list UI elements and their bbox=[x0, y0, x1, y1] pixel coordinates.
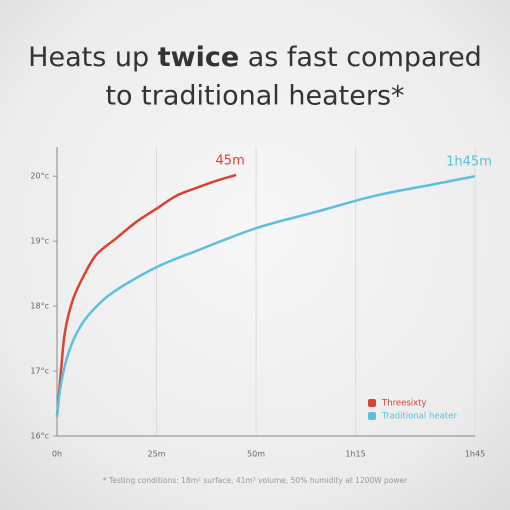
x-tick-label: 1h45 bbox=[465, 450, 485, 459]
series-line bbox=[55, 174, 476, 417]
y-tick-label: 18°c bbox=[30, 302, 49, 311]
y-tick-label: 20°c bbox=[30, 172, 49, 181]
footnote: * Testing conditions: 18m² surface, 41m³… bbox=[103, 476, 408, 485]
legend-swatch bbox=[368, 412, 376, 420]
legend-label: Traditional heater bbox=[381, 412, 457, 422]
x-tick-label: 25m bbox=[148, 450, 166, 459]
x-tick-label: 0h bbox=[52, 450, 62, 459]
title-bold: twice bbox=[158, 42, 239, 73]
chart-title: Heats up twice as fast compared bbox=[28, 42, 482, 73]
title-part: as fast compared bbox=[248, 42, 482, 73]
chart-title-line2: to traditional heaters* bbox=[105, 81, 404, 112]
y-tick-label: 19°c bbox=[30, 237, 49, 246]
legend-label: Threesixty bbox=[381, 399, 427, 409]
y-tick-label: 17°c bbox=[30, 367, 49, 376]
end-label: 1h45m bbox=[446, 155, 492, 170]
end-label: 45m bbox=[216, 153, 245, 168]
legend-swatch bbox=[368, 399, 376, 407]
x-tick-label: 50m bbox=[247, 450, 265, 459]
x-tick-label: 1h15 bbox=[345, 450, 365, 459]
title-part: Heats up bbox=[28, 42, 149, 73]
y-tick-label: 16°c bbox=[30, 432, 49, 441]
series-line bbox=[55, 173, 237, 417]
